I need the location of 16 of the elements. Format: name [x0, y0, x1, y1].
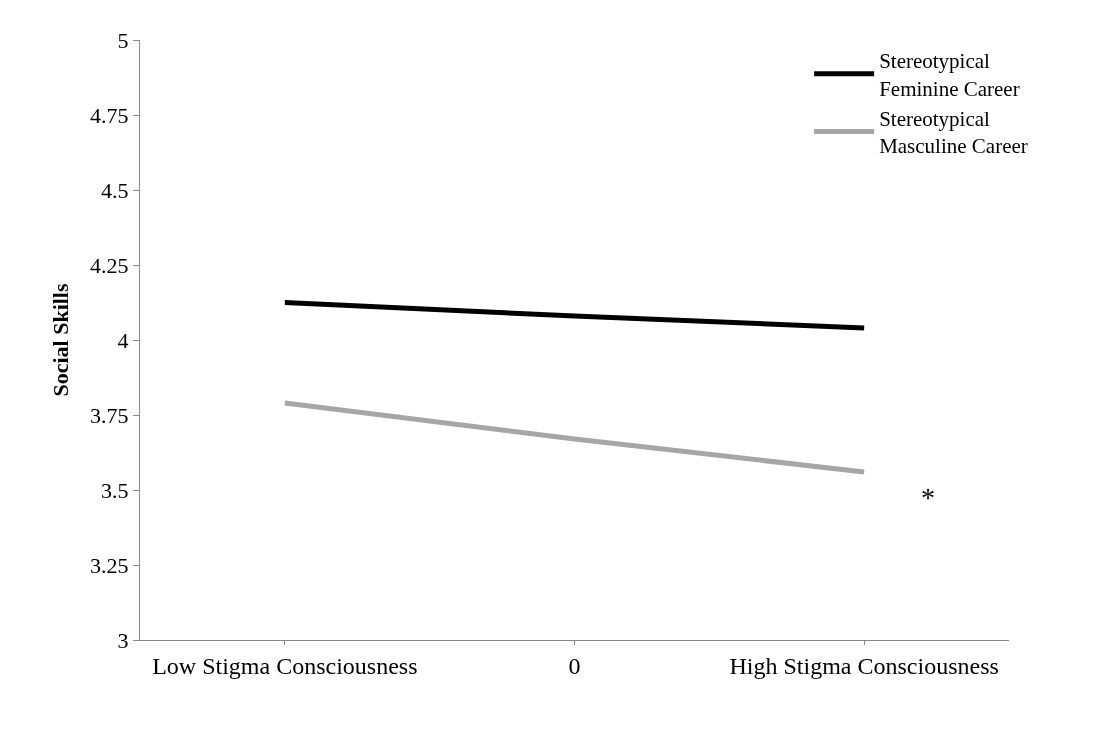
legend-label: Stereotypical Feminine Career	[879, 49, 1020, 101]
y-tick-label: 4.25	[90, 252, 129, 278]
x-tick-label: High Stigma Consciousness	[729, 652, 999, 679]
y-tick-label: 3	[117, 627, 129, 653]
y-tick-label: 3.5	[101, 477, 129, 503]
y-tick-label: 5	[117, 27, 129, 53]
y-tick-label: 4	[117, 327, 129, 353]
x-tick-label: Low Stigma Consciousness	[152, 652, 418, 679]
x-tick-label: 0	[568, 652, 581, 679]
y-tick-label: 4.5	[101, 177, 129, 203]
y-axis-title: Social Skills	[47, 283, 73, 397]
y-tick-label: 3.25	[90, 552, 129, 578]
y-tick-label: 4.75	[90, 102, 129, 128]
y-tick-label: 3.75	[90, 402, 129, 428]
legend-label: Stereotypical Masculine Career	[879, 106, 1028, 159]
annotation: *	[921, 482, 935, 513]
